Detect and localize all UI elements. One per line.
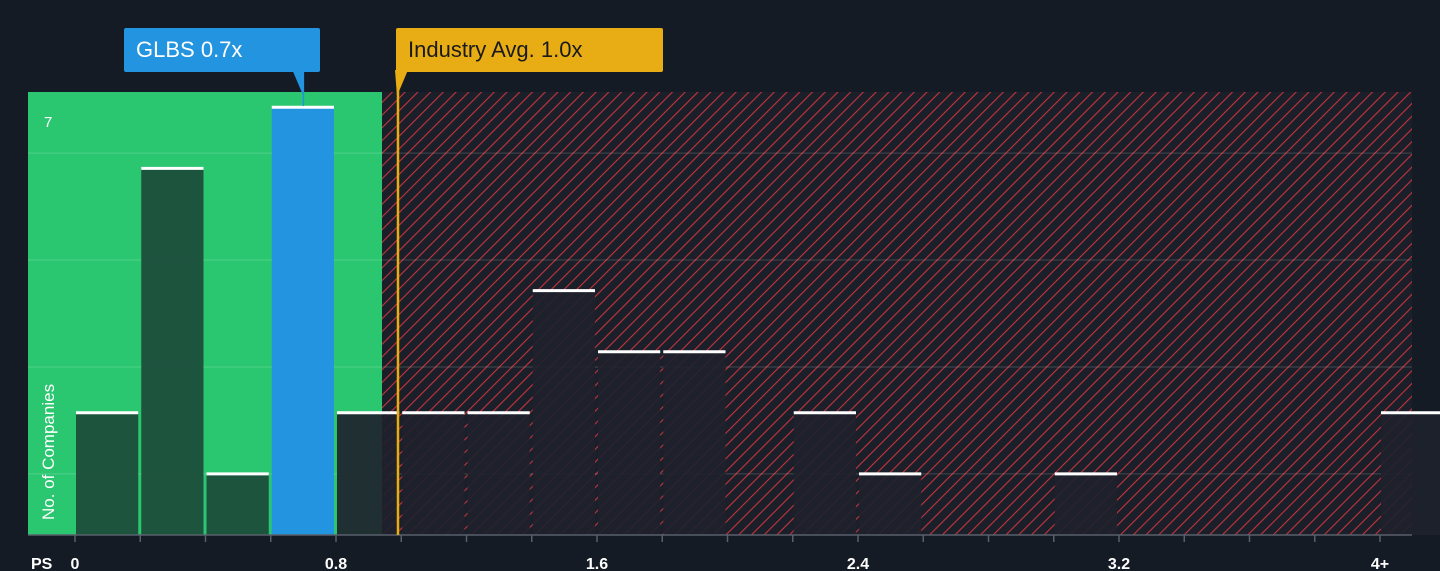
bar-10 (793, 412, 856, 535)
x-tick-label-3: 2.4 (847, 556, 869, 571)
x-tick-label-1: 0.8 (325, 556, 347, 571)
company-value: 0.7x (200, 37, 243, 62)
x-tick-label-5: 4+ (1371, 556, 1389, 571)
bar-9 (663, 351, 726, 535)
bar-5 (402, 412, 465, 535)
bar-4 (337, 412, 400, 535)
bar-3 (271, 107, 334, 536)
company-label: GLBS (136, 37, 195, 62)
company-callout-arrow (292, 70, 304, 96)
company-callout: GLBS 0.7x (124, 28, 320, 72)
x-axis-label: PS (31, 556, 53, 571)
bar-8 (598, 351, 661, 535)
industry-label: Industry Avg. (408, 37, 535, 62)
bar-1 (141, 168, 204, 535)
bar-7 (532, 290, 595, 535)
bars (76, 105, 1440, 536)
bar-12 (1054, 473, 1117, 535)
x-tick-label-2: 1.6 (586, 556, 608, 571)
bar-0 (76, 412, 139, 535)
x-tick-label-4: 3.2 (1108, 556, 1130, 571)
industry-value: 1.0x (540, 37, 583, 62)
y-axis-label: No. of Companies (39, 384, 58, 520)
industry-callout-arrow (394, 70, 408, 96)
x-tick-label-0: 0 (71, 556, 80, 571)
bar-2 (206, 473, 269, 535)
industry-callout: Industry Avg. 1.0x (396, 28, 663, 72)
bar-13 (1381, 412, 1440, 535)
x-ticks: 0 0.8 1.6 2.4 3.2 4+ (71, 535, 1389, 571)
bar-6 (467, 412, 530, 535)
y-tick-label-7: 7 (44, 114, 52, 131)
bar-11 (859, 473, 922, 535)
